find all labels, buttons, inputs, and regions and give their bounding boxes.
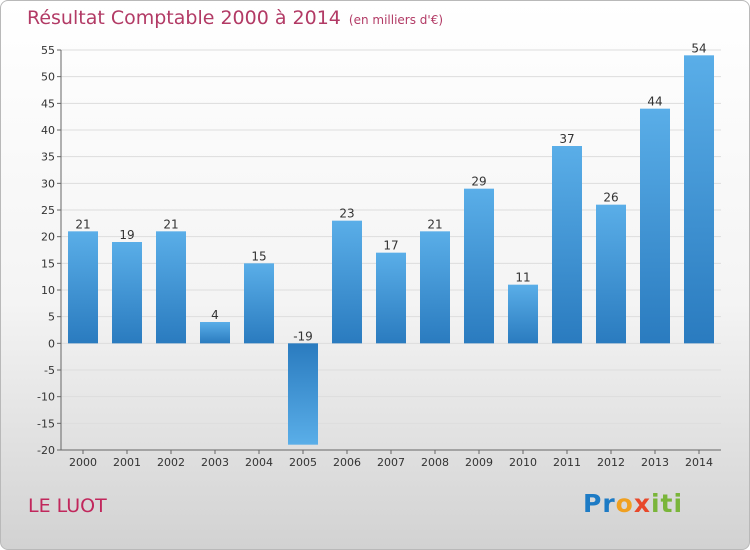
- y-tick-label: 0: [48, 337, 55, 350]
- y-tick-label: 45: [41, 97, 55, 110]
- value-label-2005: -19: [293, 329, 313, 343]
- bar-2007: [376, 252, 406, 344]
- y-tick-label: 5: [48, 311, 55, 324]
- bar-2012: [596, 204, 626, 344]
- value-label-2007: 17: [383, 239, 398, 253]
- bar-2008: [420, 231, 450, 344]
- chart-subtitle: (en milliers d'€): [348, 13, 444, 27]
- bar-2005: [288, 343, 318, 445]
- x-tick-label: 2003: [201, 456, 229, 469]
- bar-layer: 21 19 21 4 15 -19 23 17 21 29 11 37 26 44 54: [68, 41, 714, 445]
- logo-part-4: iti: [650, 489, 684, 518]
- y-tick-label: -20: [37, 444, 55, 457]
- logo-part-1: Pr: [583, 489, 616, 518]
- bar-2011: [552, 146, 582, 344]
- value-label-2009: 29: [471, 175, 486, 189]
- y-tick-label: -15: [37, 417, 55, 430]
- x-tick-label: 2000: [69, 456, 97, 469]
- bar-2014: [684, 55, 714, 344]
- value-label-2001: 19: [119, 228, 134, 242]
- x-tick-label: 2004: [245, 456, 273, 469]
- logo-part-3: x: [633, 489, 651, 518]
- y-tick-label: -10: [37, 391, 55, 404]
- x-tick-label: 2011: [553, 456, 581, 469]
- value-label-2004: 15: [251, 249, 266, 263]
- bar-2000: [68, 231, 98, 344]
- y-tick-label: 10: [41, 284, 55, 297]
- x-tick-label: 2010: [509, 456, 537, 469]
- x-tick-label: 2013: [641, 456, 669, 469]
- title-text: Résultat Comptable 2000 à 2014: [27, 7, 341, 29]
- value-label-2008: 21: [427, 217, 442, 231]
- x-tick-label: 2005: [289, 456, 317, 469]
- y-tick-label: 20: [41, 231, 55, 244]
- value-label-2012: 26: [603, 191, 618, 205]
- bar-2003: [200, 322, 230, 344]
- bar-2004: [244, 263, 274, 344]
- y-tick-label: 25: [41, 204, 55, 217]
- axis-layer: -20 -15 -10 -5 0 5 10 15 20 25 30 35 40 45 50 55 2000 200…: [37, 44, 721, 469]
- x-tick-label: 2009: [465, 456, 493, 469]
- logo-part-2: o: [615, 489, 634, 518]
- y-tick-label: 55: [41, 44, 55, 57]
- value-label-2003: 4: [211, 308, 219, 322]
- y-tick-label: 15: [41, 257, 55, 270]
- bar-2006: [332, 220, 362, 344]
- value-label-2014: 54: [691, 41, 706, 55]
- x-tick-label: 2001: [113, 456, 141, 469]
- y-tick-label: 35: [41, 151, 55, 164]
- x-tick-label: 2012: [597, 456, 625, 469]
- value-label-2002: 21: [163, 217, 178, 231]
- value-label-2010: 11: [515, 271, 530, 285]
- bar-2013: [640, 108, 670, 344]
- x-tick-label: 2008: [421, 456, 449, 469]
- commune-name: LE LUOT: [28, 495, 107, 517]
- x-tick-label: 2007: [377, 456, 405, 469]
- bar-2001: [112, 242, 142, 344]
- y-tick-label: -5: [44, 364, 55, 377]
- proxiti-logo: Proxiti: [583, 489, 683, 518]
- x-tick-label: 2002: [157, 456, 185, 469]
- bar-2010: [508, 284, 538, 344]
- x-tick-label: 2006: [333, 456, 361, 469]
- value-label-2013: 44: [647, 95, 662, 109]
- y-tick-label: 50: [41, 71, 55, 84]
- bar-2009: [464, 188, 494, 344]
- value-label-2006: 23: [339, 207, 354, 221]
- value-label-2000: 21: [75, 217, 90, 231]
- value-label-2011: 37: [559, 132, 574, 146]
- chart-title: Résultat Comptable 2000 à 2014 (en millie…: [27, 7, 443, 29]
- bar-2002: [156, 231, 186, 344]
- x-tick-label: 2014: [685, 456, 713, 469]
- y-tick-label: 30: [41, 177, 55, 190]
- y-tick-label: 40: [41, 124, 55, 137]
